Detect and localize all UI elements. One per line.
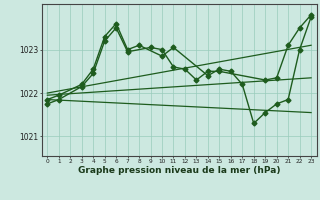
X-axis label: Graphe pression niveau de la mer (hPa): Graphe pression niveau de la mer (hPa) bbox=[78, 166, 280, 175]
